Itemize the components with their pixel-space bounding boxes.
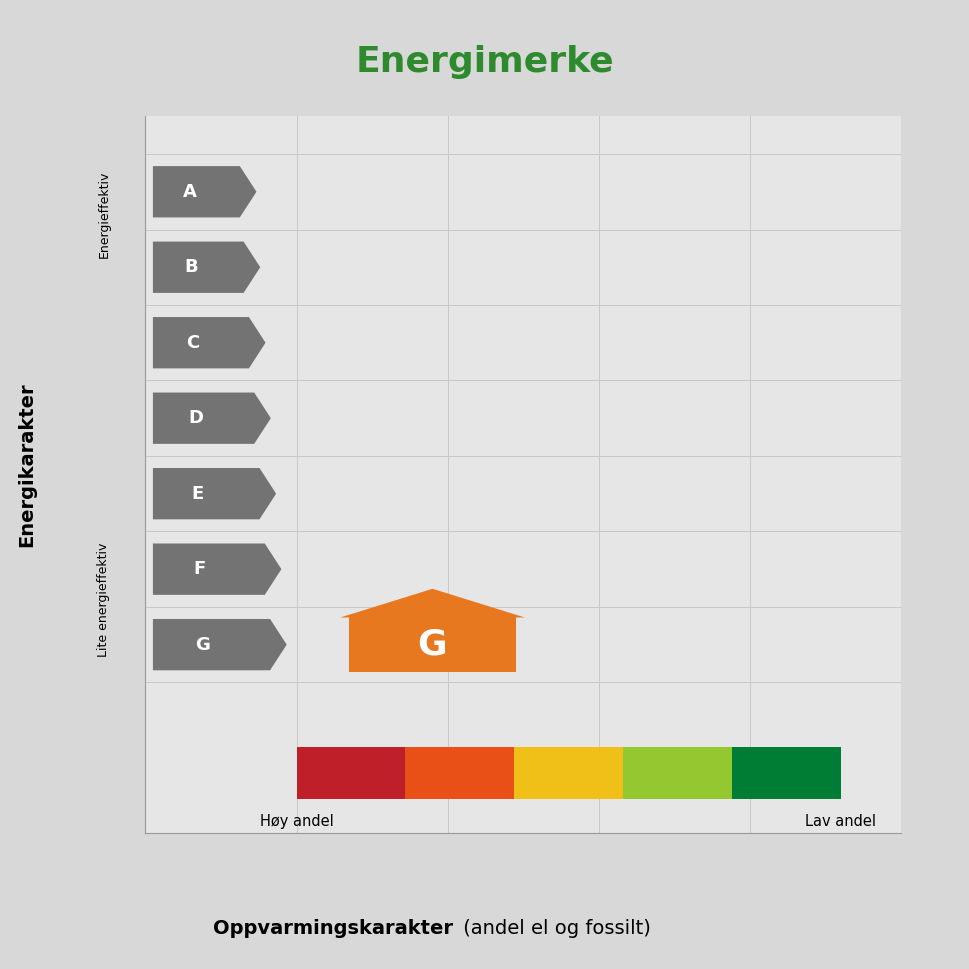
Text: E: E [192, 484, 203, 503]
Bar [515, 746, 623, 799]
Polygon shape [153, 468, 276, 519]
Text: Oppvarmingskarakter: Oppvarmingskarakter [213, 919, 453, 938]
Text: (andel el og fossilt): (andel el og fossilt) [457, 919, 651, 938]
Text: Energimerke: Energimerke [356, 45, 613, 79]
Text: A: A [182, 183, 197, 201]
Bar [405, 746, 515, 799]
Text: Lav andel: Lav andel [805, 815, 876, 829]
Polygon shape [340, 589, 525, 617]
Bar [732, 746, 841, 799]
Text: G: G [195, 636, 209, 654]
Polygon shape [153, 317, 266, 368]
Polygon shape [153, 544, 281, 595]
Text: G: G [418, 628, 448, 662]
Bar [297, 746, 405, 799]
Bar [623, 746, 732, 799]
Text: Lite energieffektiv: Lite energieffektiv [97, 543, 110, 657]
Text: F: F [194, 560, 206, 578]
Text: D: D [188, 409, 203, 427]
Text: Energieffektiv: Energieffektiv [97, 171, 110, 258]
Text: Energikarakter: Energikarakter [17, 383, 37, 547]
Text: Høy andel: Høy andel [260, 815, 333, 829]
Text: C: C [187, 333, 200, 352]
Polygon shape [153, 241, 261, 293]
Bar [350, 617, 516, 672]
Polygon shape [153, 392, 270, 444]
Polygon shape [153, 619, 287, 671]
Text: B: B [184, 259, 198, 276]
Polygon shape [153, 166, 257, 217]
